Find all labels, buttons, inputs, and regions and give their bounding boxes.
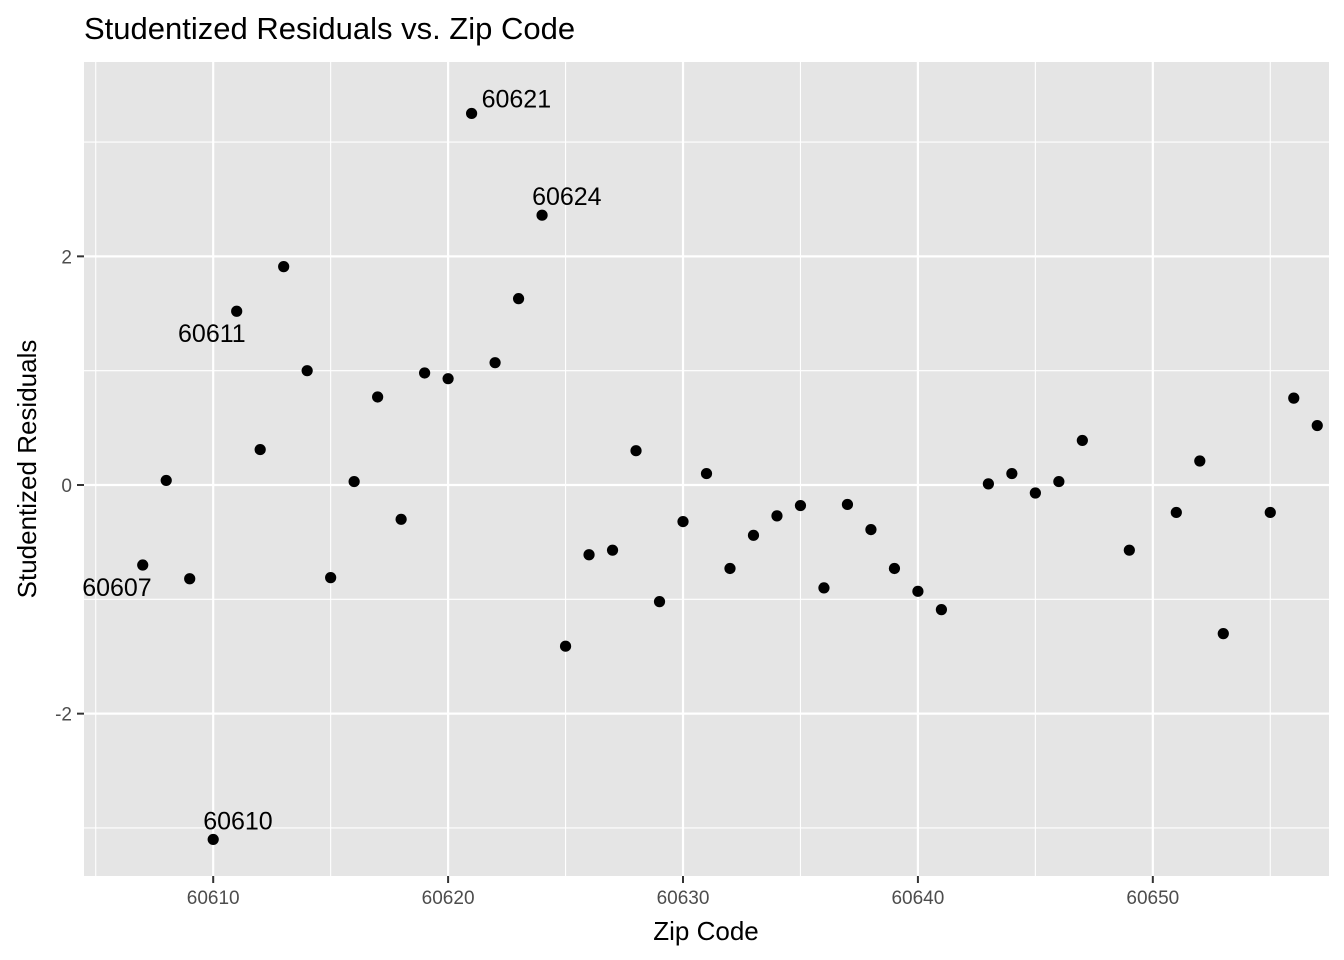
data-point [630,445,642,457]
data-point [207,833,219,846]
y-tick-label: 0 [61,476,72,497]
data-point [512,293,525,305]
data-point [700,467,713,480]
data-point [1006,467,1018,480]
data-point [841,498,854,511]
point-label: 60611 [178,320,246,348]
point-labels: 60621 60624 60611 60607 60610 [82,85,601,835]
data-point [771,510,783,522]
x-tick-label: 60620 [422,888,475,909]
data-point [677,515,689,528]
data-point [137,559,149,571]
data-point [1170,506,1182,519]
data-point [372,391,384,403]
data-point [442,373,454,385]
point-label: 60610 [203,807,273,835]
data-point [160,474,172,487]
data-point [583,549,595,561]
data-point [1217,628,1229,640]
data-point [724,562,736,575]
chart-title: Studentized Residuals vs. Zip Code [84,11,575,46]
data-point [278,261,290,273]
data-point [536,209,548,221]
data-point [1029,487,1041,499]
data-point [559,640,572,652]
data-point [747,529,760,541]
data-point [1264,506,1276,519]
data-point [1076,434,1088,447]
tick-labels: 60610 60620 60630 60640 60650 -2 0 2 [55,247,1179,909]
x-tick-label: 60630 [657,888,710,909]
grid-major [84,62,1329,876]
y-tick-label: 2 [61,247,72,268]
data-point [1123,544,1135,556]
data-point [1311,419,1323,432]
data-point [794,499,807,512]
data-point [818,582,830,594]
data-point [254,443,266,456]
grid-minor [84,62,1329,876]
data-point [325,572,337,584]
data-point [184,573,196,585]
data-point [912,585,924,597]
axis-ticks [77,255,1154,883]
data-point [301,365,313,377]
point-label: 60624 [532,183,602,211]
point-label: 60621 [482,85,552,113]
data-point [982,478,994,490]
data-points [137,107,1323,846]
data-point [1053,475,1065,488]
data-point [395,513,407,525]
data-point [865,523,877,536]
data-point [465,107,478,120]
data-point [348,475,360,488]
data-point [1288,392,1300,404]
x-tick-label: 60610 [187,888,240,909]
x-tick-label: 60650 [1126,888,1179,909]
y-tick-label: -2 [55,705,72,726]
data-point [1194,455,1206,467]
data-point [489,357,501,369]
data-point [231,305,243,317]
data-point [935,604,948,616]
data-point [606,544,619,556]
point-label: 60607 [82,574,152,602]
x-axis-title: Zip Code [653,916,759,946]
data-point [888,562,901,575]
x-tick-label: 60640 [891,888,944,909]
y-axis-title: Studentized Residuals [12,340,42,599]
data-point [419,367,431,379]
data-point [653,596,666,608]
